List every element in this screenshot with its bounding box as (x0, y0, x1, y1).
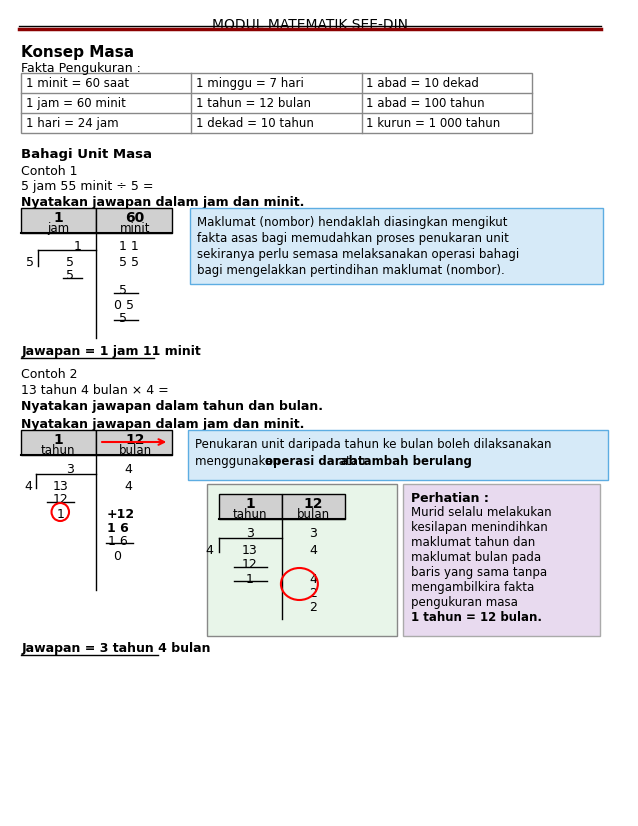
Text: 4: 4 (124, 463, 132, 476)
Text: 1 6: 1 6 (107, 522, 128, 535)
Text: 5: 5 (66, 269, 74, 282)
Text: bagi mengelakkan pertindihan maklumat (nombor).: bagi mengelakkan pertindihan maklumat (n… (197, 264, 505, 277)
Text: 2: 2 (309, 587, 317, 600)
Text: Fakta Pengukuran :: Fakta Pengukuran : (22, 62, 141, 75)
Text: 13 tahun 4 bulan × 4 =: 13 tahun 4 bulan × 4 = (22, 384, 169, 397)
Text: +12: +12 (107, 508, 135, 521)
Text: 1 abad = 10 dekad: 1 abad = 10 dekad (366, 77, 479, 90)
Text: 5: 5 (26, 256, 34, 269)
Text: 12: 12 (242, 558, 258, 571)
Text: bulan: bulan (119, 444, 152, 457)
Bar (282, 494, 345, 519)
Text: 5: 5 (119, 312, 126, 325)
Bar (207, 484, 397, 636)
Text: atau: atau (336, 455, 369, 468)
Text: 13: 13 (52, 480, 68, 493)
Text: 1 tahun = 12 bulan.: 1 tahun = 12 bulan. (411, 611, 542, 624)
Text: 1 6: 1 6 (108, 535, 128, 548)
Text: 1: 1 (246, 573, 254, 586)
Text: Murid selalu melakukan: Murid selalu melakukan (411, 506, 552, 519)
Text: 4: 4 (24, 480, 32, 493)
Text: 5 jam 55 minit ÷ 5 =: 5 jam 55 minit ÷ 5 = (22, 180, 154, 193)
Text: 2: 2 (309, 601, 317, 614)
Text: 5: 5 (66, 256, 74, 269)
Bar (96, 208, 172, 233)
Text: jam: jam (47, 222, 70, 235)
Text: Penukaran unit daripada tahun ke bulan boleh dilaksanakan: Penukaran unit daripada tahun ke bulan b… (195, 438, 552, 451)
Text: menggunakan: menggunakan (195, 455, 284, 468)
Text: 60: 60 (126, 211, 145, 225)
Text: Contoh 1: Contoh 1 (22, 165, 78, 178)
Text: minit: minit (120, 222, 151, 235)
Text: 4: 4 (205, 544, 213, 557)
Text: bulan: bulan (297, 508, 330, 521)
Text: 1 abad = 100 tahun: 1 abad = 100 tahun (366, 97, 485, 110)
Bar (219, 494, 282, 519)
Text: 1 1: 1 1 (119, 240, 138, 253)
Text: 1 kurun = 1 000 tahun: 1 kurun = 1 000 tahun (366, 117, 501, 130)
Text: 1 tahun = 12 bulan: 1 tahun = 12 bulan (197, 97, 311, 110)
Text: 3: 3 (309, 527, 317, 540)
Text: 4: 4 (309, 544, 317, 557)
Text: 5 5: 5 5 (119, 256, 138, 269)
Text: 0: 0 (114, 550, 122, 563)
Text: mengambilkira fakta: mengambilkira fakta (411, 581, 535, 594)
Text: baris yang sama tanpa: baris yang sama tanpa (411, 566, 547, 579)
Text: operasi darab: operasi darab (265, 455, 357, 468)
Text: 3: 3 (246, 527, 254, 540)
Text: maklumat tahun dan: maklumat tahun dan (411, 536, 535, 549)
Text: sekiranya perlu semasa melaksanakan operasi bahagi: sekiranya perlu semasa melaksanakan oper… (197, 248, 519, 261)
Text: 0 5: 0 5 (114, 299, 134, 312)
Bar (96, 430, 172, 455)
Text: 1 dekad = 10 tahun: 1 dekad = 10 tahun (197, 117, 315, 130)
Bar (22, 208, 96, 233)
Text: Maklumat (nombor) hendaklah diasingkan mengikut: Maklumat (nombor) hendaklah diasingkan m… (197, 216, 508, 229)
Text: 1 minit = 60 saat: 1 minit = 60 saat (26, 77, 130, 90)
Text: 1: 1 (54, 433, 63, 447)
Text: 4: 4 (124, 480, 132, 493)
Text: tambah berulang: tambah berulang (358, 455, 471, 468)
Text: tahun: tahun (233, 508, 267, 521)
Text: 1 hari = 24 jam: 1 hari = 24 jam (26, 117, 119, 130)
Text: maklumat bulan pada: maklumat bulan pada (411, 551, 541, 564)
Text: Nyatakan jawapan dalam tahun dan bulan.: Nyatakan jawapan dalam tahun dan bulan. (22, 400, 323, 413)
Text: .: . (452, 455, 456, 468)
Text: Contoh 2: Contoh 2 (22, 368, 78, 381)
Text: Nyatakan jawapan dalam jam dan minit.: Nyatakan jawapan dalam jam dan minit. (22, 418, 305, 431)
Text: kesilapan menindihkan: kesilapan menindihkan (411, 521, 548, 534)
Text: 1: 1 (74, 240, 82, 253)
Text: pengukuran masa: pengukuran masa (411, 596, 518, 609)
Text: tahun: tahun (41, 444, 75, 457)
Text: fakta asas bagi memudahkan proses penukaran unit: fakta asas bagi memudahkan proses penuka… (197, 232, 509, 245)
Text: 12: 12 (303, 497, 323, 511)
Bar (22, 430, 96, 455)
Bar (22, 73, 531, 133)
Text: 1: 1 (245, 497, 255, 511)
Text: 12: 12 (125, 433, 145, 447)
Text: 1: 1 (54, 211, 63, 225)
Text: 13: 13 (242, 544, 258, 557)
Bar (189, 208, 603, 284)
Text: 1 jam = 60 minit: 1 jam = 60 minit (26, 97, 126, 110)
Text: Jawapan = 1 jam 11 minit: Jawapan = 1 jam 11 minit (22, 345, 201, 358)
Text: Nyatakan jawapan dalam jam dan minit.: Nyatakan jawapan dalam jam dan minit. (22, 196, 305, 209)
Text: Konsep Masa: Konsep Masa (22, 45, 135, 60)
Text: 3: 3 (66, 463, 74, 476)
Text: 1 minggu = 7 hari: 1 minggu = 7 hari (197, 77, 304, 90)
Text: MODUL MATEMATIK SEE-DIN: MODUL MATEMATIK SEE-DIN (212, 18, 408, 32)
Text: 12: 12 (52, 493, 68, 506)
Bar (403, 484, 600, 636)
Bar (188, 430, 607, 480)
Text: Perhatian :: Perhatian : (411, 492, 489, 505)
Text: Jawapan = 3 tahun 4 bulan: Jawapan = 3 tahun 4 bulan (22, 642, 211, 655)
Text: 1: 1 (56, 508, 64, 521)
Text: Bahagi Unit Masa: Bahagi Unit Masa (22, 148, 152, 161)
Text: 5: 5 (119, 284, 126, 297)
Text: 4: 4 (309, 573, 317, 586)
